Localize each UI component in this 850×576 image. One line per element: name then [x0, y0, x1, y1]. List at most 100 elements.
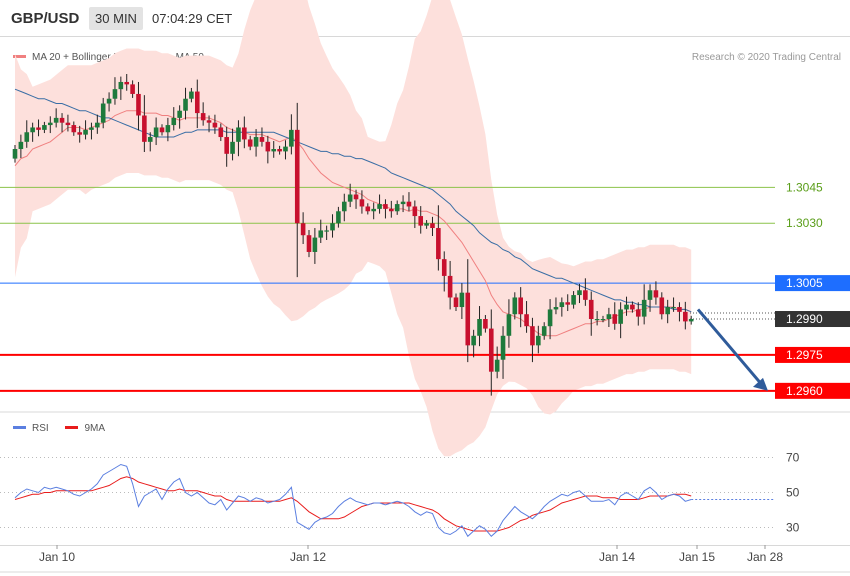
candle-body-up [171, 117, 177, 126]
candle-body-down [588, 299, 594, 320]
candle [59, 113, 65, 133]
candle [12, 145, 18, 163]
candle [89, 122, 94, 140]
candle [583, 278, 588, 306]
candle [389, 200, 394, 218]
candle-body-down [130, 84, 135, 94]
candle [671, 297, 676, 312]
candle [265, 135, 271, 164]
candle-body-up [624, 304, 629, 310]
candle-body-down [630, 304, 635, 310]
level-label-1.2960: 1.2960 [786, 384, 823, 398]
candle-body-down [441, 259, 447, 276]
candle-body-down [359, 199, 365, 207]
candle-body-up [271, 149, 277, 152]
candle-body-up [253, 137, 259, 147]
candle [430, 216, 435, 237]
candle [318, 219, 324, 243]
candle-body-up [471, 335, 476, 346]
candle-body-down [212, 122, 218, 128]
candle [494, 346, 500, 379]
candle-body-down [71, 125, 77, 133]
level-label-1.2975: 1.2975 [786, 348, 823, 362]
candle-body-up [100, 103, 106, 123]
candle-body-down [242, 127, 247, 140]
candle-body-up [83, 129, 88, 135]
candle [177, 105, 182, 129]
candle [500, 326, 506, 379]
candle [147, 132, 153, 152]
candle-body-up [318, 230, 324, 238]
candle-body-up [500, 335, 506, 360]
candle [53, 108, 59, 128]
level-badge-1.2975 [775, 346, 850, 363]
ma9-legend-label: 9MA [84, 423, 106, 434]
candle-body-up [47, 122, 53, 126]
rsi-tick-30: 30 [786, 521, 800, 535]
candle [606, 307, 612, 327]
level-label-1.3030: 1.3030 [786, 216, 823, 230]
candle-body-up [494, 359, 500, 372]
candle [559, 297, 565, 317]
candle-body-up [559, 302, 565, 308]
candle-body-up [647, 290, 653, 300]
candle [206, 115, 212, 133]
rsi-tick-50: 50 [786, 486, 800, 500]
time-tick-label: Jan 28 [747, 550, 783, 564]
candle-body-up [89, 127, 94, 130]
candle [95, 114, 100, 134]
candle-body-down [194, 91, 200, 114]
candle [124, 73, 130, 91]
candle [541, 322, 547, 340]
time-tick-label: Jan 12 [290, 550, 326, 564]
candle [242, 116, 247, 149]
candle-body-up [330, 223, 335, 231]
candle-body-down [259, 137, 265, 142]
candle [359, 190, 365, 214]
candle-body-up [553, 307, 559, 310]
candle-body-up [24, 132, 30, 142]
candle-body-up [118, 81, 124, 90]
candle-body-down [683, 311, 688, 322]
candle-body-down [418, 216, 424, 226]
candle-body-down [265, 141, 271, 152]
candle-body-down [406, 201, 412, 207]
candle [289, 114, 294, 155]
candle-body-down [659, 297, 665, 315]
candle-body-up [506, 314, 512, 336]
candle [594, 311, 600, 326]
candle-body-up [183, 98, 188, 111]
timestamp: 07:04:29 CET [152, 11, 233, 26]
candle-body-down [159, 127, 165, 133]
candle-body-up [688, 319, 694, 322]
candle-body-down [583, 290, 588, 300]
candle [465, 259, 471, 363]
candle [635, 302, 641, 326]
candle [665, 299, 670, 324]
candle [30, 122, 35, 142]
candle-body-down [635, 309, 641, 317]
candle [259, 127, 265, 147]
candle-body-down [206, 120, 212, 123]
candle-body-up [189, 91, 194, 99]
candle-body-up [53, 117, 59, 123]
candle-body-up [641, 299, 647, 317]
candle [377, 194, 382, 214]
level-label-1.3045: 1.3045 [786, 180, 823, 194]
candle-body-up [400, 201, 406, 205]
candle [488, 309, 494, 396]
candle-body-down [124, 81, 130, 85]
candle [565, 294, 571, 312]
timeframe-button[interactable]: 30 MIN [89, 7, 143, 30]
candle-body-down [224, 137, 229, 154]
candle [42, 121, 47, 134]
candle-body-up [230, 141, 235, 154]
candle [412, 200, 418, 229]
rsi-swatch [13, 425, 26, 429]
candle-body-down [612, 314, 618, 324]
candle [336, 206, 341, 228]
candle [659, 292, 665, 320]
candle-body-up [541, 326, 547, 336]
candle [641, 284, 647, 325]
